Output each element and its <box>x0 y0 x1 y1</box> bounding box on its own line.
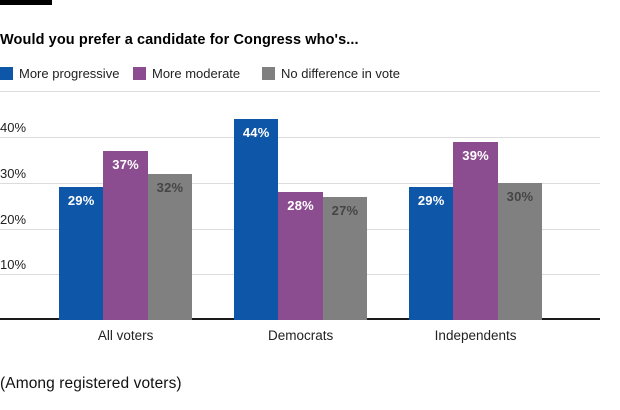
legend-item: More moderate <box>133 66 240 81</box>
bar-independents-no-difference-in-vote <box>497 182 543 320</box>
x-axis-category-label: All voters <box>97 328 154 343</box>
legend-swatch <box>133 67 146 80</box>
gridline-50pct <box>0 91 600 93</box>
legend-label: More progressive <box>19 66 120 81</box>
y-axis-tick-label: 30% <box>0 165 27 181</box>
legend-swatch <box>0 67 13 80</box>
bar-value-label: 30% <box>506 188 534 204</box>
chart-legend: More progressive More moderate No differen… <box>0 66 620 82</box>
bar-democrats-more-moderate <box>278 192 323 320</box>
x-axis-category-label: Democrats <box>267 328 334 343</box>
bar-value-label: 29% <box>67 193 95 209</box>
bar-value-label: 37% <box>112 156 139 172</box>
bar-value-label: 28% <box>287 198 314 213</box>
x-axis-category-label: Independents <box>434 328 517 343</box>
bar-democrats-no-difference-in-vote <box>322 196 368 320</box>
chart-title: Would you prefer a candidate for Congres… <box>0 32 359 48</box>
legend-label: More moderate <box>152 66 241 81</box>
bar-all-voters-more-moderate <box>103 150 148 320</box>
bar-value-label: 44% <box>242 124 270 140</box>
legend-swatch <box>262 67 275 80</box>
chart-footnote: (Among registered voters) <box>0 375 182 392</box>
top-left-black-marker <box>0 0 52 5</box>
bar-chart-plot-area: 10% 20% 30% 40% 29% 37% 32% All voters 44% 28% 27%… <box>0 91 600 343</box>
y-axis-tick-label: 10% <box>0 257 27 273</box>
bar-value-label: 32% <box>156 179 184 195</box>
bar-value-label: 29% <box>417 193 445 209</box>
legend-item: No difference in vote <box>262 66 400 81</box>
bar-all-voters-no-difference-in-vote <box>147 173 193 320</box>
legend-label: No difference in vote <box>281 66 400 81</box>
bar-independents-more-moderate <box>453 141 498 320</box>
legend-item: More progressive <box>0 66 119 81</box>
bar-value-label: 27% <box>331 202 359 218</box>
bar-independents-more-progressive <box>409 187 454 320</box>
y-axis-tick-label: 20% <box>0 211 27 227</box>
bar-democrats-more-progressive <box>234 118 279 320</box>
gridline-30pct <box>0 182 600 184</box>
gridline-40pct <box>0 137 600 139</box>
bar-value-label: 39% <box>462 147 489 163</box>
bar-all-voters-more-progressive <box>59 187 104 320</box>
y-axis-tick-label: 40% <box>0 120 27 136</box>
